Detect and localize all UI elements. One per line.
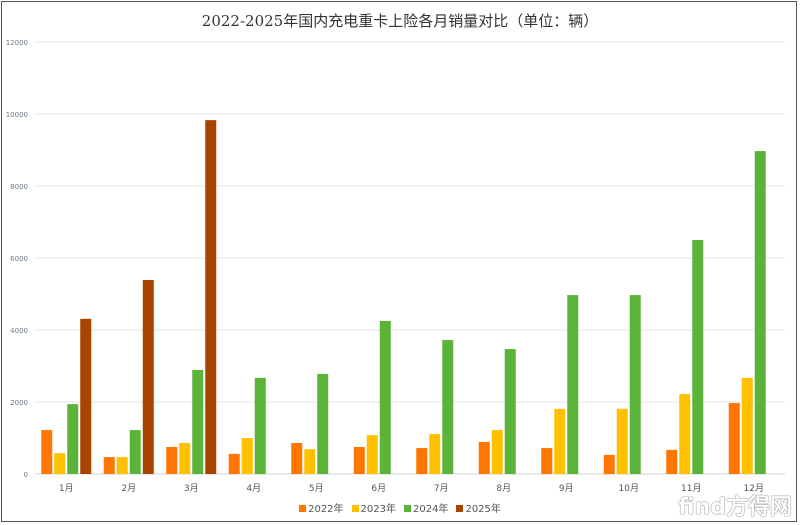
bar-2022年-4月 bbox=[228, 453, 240, 474]
bar-2022年-5月 bbox=[291, 443, 303, 474]
legend-swatch bbox=[456, 505, 464, 512]
x-tick-label: 1月 bbox=[59, 483, 74, 494]
bar-2022年-1月 bbox=[41, 430, 53, 474]
bar-2022年-9月 bbox=[541, 448, 553, 474]
bar-2024年-8月 bbox=[504, 349, 516, 474]
y-tick-label: 2000 bbox=[10, 399, 28, 407]
x-tick-label: 11月 bbox=[681, 483, 701, 494]
x-tick-label: 4月 bbox=[246, 483, 261, 494]
bar-2024年-11月 bbox=[692, 240, 704, 474]
bar-2023年-11月 bbox=[679, 394, 691, 474]
bar-2024年-7月 bbox=[442, 340, 454, 474]
bar-2022年-3月 bbox=[166, 447, 178, 474]
bar-2022年-8月 bbox=[478, 441, 490, 474]
legend-swatch bbox=[351, 505, 359, 512]
chart-title: 2022-2025年国内充电重卡上险各月销量对比（单位：辆） bbox=[201, 12, 599, 30]
bar-2024年-3月 bbox=[192, 369, 204, 474]
bar-2024年-4月 bbox=[254, 377, 266, 474]
x-tick-label: 6月 bbox=[371, 483, 386, 494]
bar-2024年-6月 bbox=[379, 321, 391, 474]
bar-2022年-7月 bbox=[416, 448, 428, 474]
bar-2022年-10月 bbox=[603, 454, 615, 474]
legend-label: 2023年 bbox=[360, 504, 396, 515]
bar-2024年-2月 bbox=[129, 430, 141, 474]
legend: 2022年 2023年 2024年 2025年 bbox=[0, 500, 800, 515]
x-tick-label: 2月 bbox=[121, 483, 136, 494]
x-tick-label: 12月 bbox=[744, 483, 764, 494]
bar-2025年-2月 bbox=[142, 279, 154, 474]
bar-2023年-5月 bbox=[304, 449, 316, 474]
bar-2023年-4月 bbox=[241, 438, 253, 474]
bar-2024年-12月 bbox=[754, 151, 766, 474]
bar-2023年-12月 bbox=[741, 377, 753, 474]
bar-2025年-1月 bbox=[80, 318, 92, 474]
y-tick-label: 12000 bbox=[6, 39, 28, 47]
legend-item[interactable]: 2025年 bbox=[456, 500, 501, 515]
bar-2022年-12月 bbox=[728, 403, 740, 474]
bar-2023年-7月 bbox=[429, 434, 441, 474]
bar-2023年-3月 bbox=[179, 443, 191, 474]
y-tick-label: 10000 bbox=[6, 111, 28, 119]
bar-2024年-5月 bbox=[317, 373, 329, 474]
legend-label: 2025年 bbox=[465, 504, 501, 515]
legend-item[interactable]: 2022年 bbox=[299, 500, 344, 515]
bar-2024年-9月 bbox=[567, 295, 579, 474]
x-tick-label: 7月 bbox=[434, 483, 449, 494]
bar-2023年-1月 bbox=[54, 453, 66, 474]
legend-item[interactable]: 2023年 bbox=[351, 500, 396, 515]
bar-2024年-10月 bbox=[629, 295, 641, 474]
watermark-logo: find方得网 bbox=[678, 495, 792, 520]
legend-swatch bbox=[299, 505, 307, 512]
x-tick-label: 10月 bbox=[619, 483, 639, 494]
legend-label: 2024年 bbox=[413, 504, 449, 515]
y-tick-label: 6000 bbox=[10, 255, 28, 263]
y-tick-label: 0 bbox=[24, 471, 28, 479]
y-tick-label: 4000 bbox=[10, 327, 28, 335]
legend-item[interactable]: 2024年 bbox=[404, 500, 448, 515]
bar-2024年-1月 bbox=[67, 404, 79, 474]
x-tick-label: 3月 bbox=[184, 483, 199, 494]
bar-2023年-8月 bbox=[491, 430, 503, 474]
bar-2023年-6月 bbox=[366, 435, 378, 474]
legend-label: 2022年 bbox=[308, 504, 344, 515]
bar-2023年-9月 bbox=[554, 408, 566, 474]
bar-2023年-2月 bbox=[116, 457, 128, 474]
bar-2025年-3月 bbox=[205, 120, 217, 475]
x-tick-label: 8月 bbox=[496, 483, 511, 494]
bar-2022年-11月 bbox=[666, 449, 678, 474]
y-tick-label: 8000 bbox=[10, 183, 28, 191]
bar-2022年-6月 bbox=[353, 447, 365, 474]
bar-2023年-10月 bbox=[616, 408, 628, 474]
legend-swatch bbox=[404, 505, 411, 512]
bar-2022年-2月 bbox=[103, 457, 115, 474]
x-tick-label: 9月 bbox=[559, 483, 574, 494]
x-tick-label: 5月 bbox=[309, 483, 324, 494]
